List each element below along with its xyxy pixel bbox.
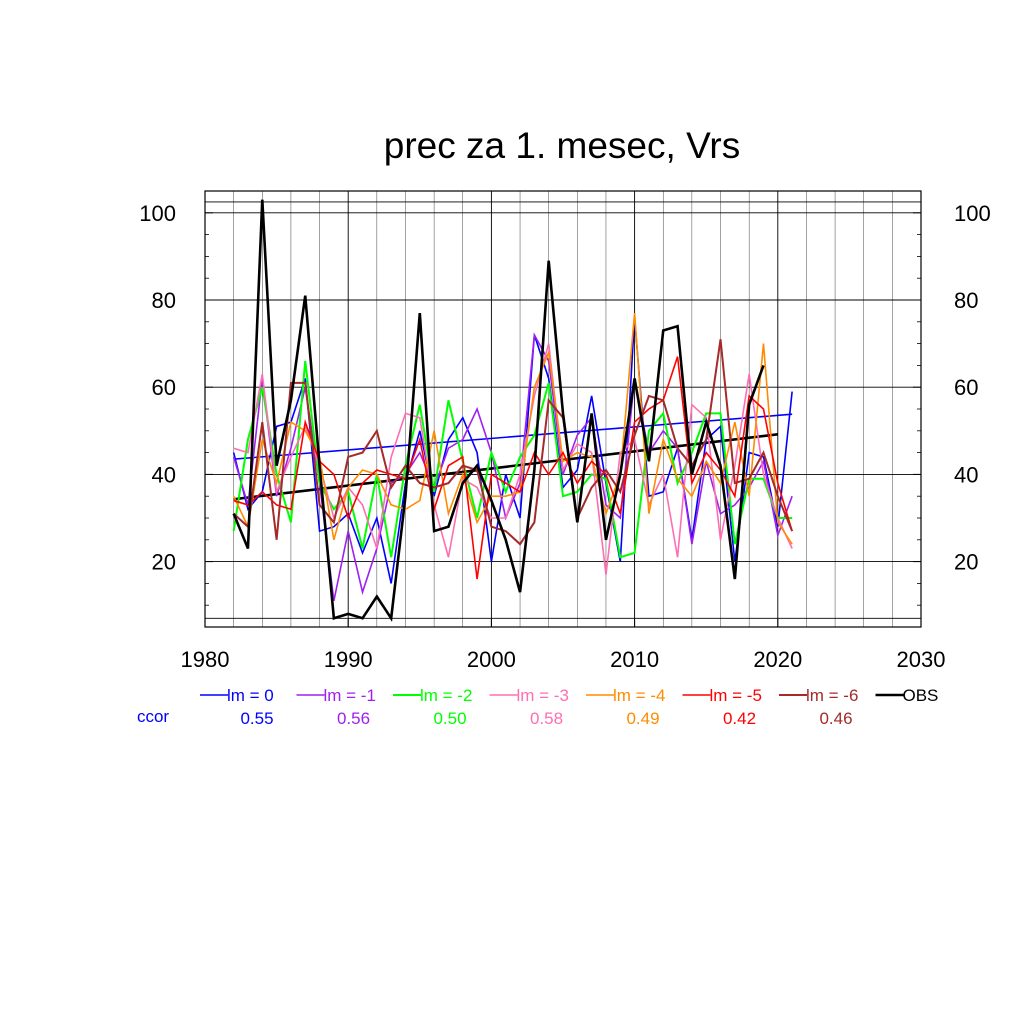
legend: ccor lm = 0 0.55 lm = -1 0.56 lm = -2 0.50 lm …: [137, 686, 938, 728]
y-tick-label-right: 80: [954, 288, 978, 313]
x-tick-label: 1990: [324, 647, 373, 672]
series-7: [232, 199, 765, 622]
x-tick-label: 2010: [610, 647, 659, 672]
trend-line: [233, 413, 793, 460]
ccor-value: 0.50: [433, 709, 466, 728]
legend-label: lm = -1: [324, 686, 376, 705]
ccor-label: ccor: [137, 707, 169, 726]
x-tick-label: 2030: [897, 647, 946, 672]
legend-label: lm = 0: [227, 686, 274, 705]
y-tick-label-left: 40: [152, 462, 176, 487]
x-tick-label: 1980: [181, 647, 230, 672]
legend-label: lm = -2: [420, 686, 472, 705]
ccor-value: 0.46: [819, 709, 852, 728]
y-tick-label-right: 40: [954, 462, 978, 487]
legend-label: lm = -5: [710, 686, 762, 705]
y-tick-label-right: 100: [954, 201, 991, 226]
y-tick-label-right: 60: [954, 375, 978, 400]
y-tick-label-left: 60: [152, 375, 176, 400]
x-tick-label: 2000: [467, 647, 516, 672]
series-line: [232, 199, 765, 622]
legend-label: lm = -3: [517, 686, 569, 705]
series-line: [233, 343, 793, 575]
ccor-value: 0.55: [240, 709, 273, 728]
legend-label: lm = -4: [613, 686, 665, 705]
ccor-value: 0.42: [723, 709, 756, 728]
y-tick-label-left: 80: [152, 288, 176, 313]
series-line: [233, 356, 793, 580]
series-line: [232, 313, 793, 545]
ccor-value: 0.58: [530, 709, 563, 728]
grid-layer: [205, 191, 921, 627]
y-tick-label-right: 20: [954, 550, 978, 575]
ccor-value: 0.49: [626, 709, 659, 728]
ccor-value: 0.56: [337, 709, 370, 728]
chart-title: prec za 1. mesec, Vrs: [384, 125, 740, 166]
legend-label: OBS: [903, 686, 939, 705]
x-tick-label: 2020: [753, 647, 802, 672]
y-tick-label-left: 20: [152, 550, 176, 575]
y-tick-label-left: 100: [139, 201, 176, 226]
series-layer: [232, 199, 794, 622]
legend-label: lm = -6: [806, 686, 858, 705]
